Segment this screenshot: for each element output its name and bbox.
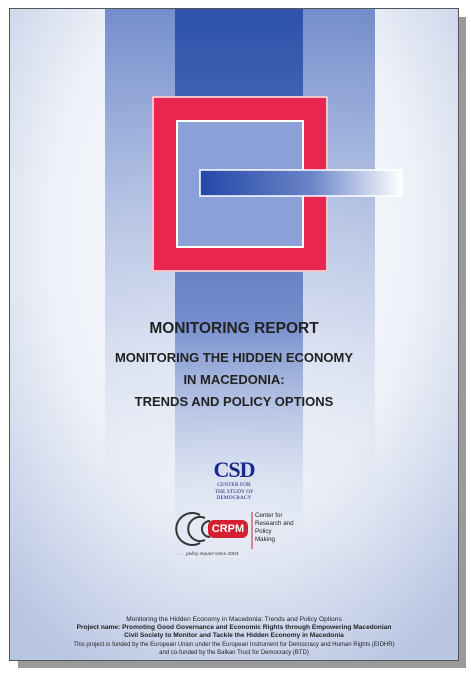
cover-page: MONITORING REPORT MONITORING THE HIDDEN … xyxy=(9,8,459,661)
footer-line: and co-funded by the Balkan Trust for De… xyxy=(159,650,309,656)
footer-line: Monitoring the Hidden Economy in Macedon… xyxy=(126,616,342,623)
crpm-acronym: CRPM xyxy=(211,523,245,535)
csd-acronym: CSD xyxy=(213,457,255,482)
csd-line: DEMOCRACY xyxy=(216,495,252,501)
title-line: MONITORING THE HIDDEN ECONOMY xyxy=(114,350,354,365)
crpm-tagline: . . . policy impact since 2004 xyxy=(178,552,239,557)
title-line: IN MACEDONIA: xyxy=(183,372,285,387)
footer-line: This project is funded by the European U… xyxy=(73,642,395,648)
crpm-line: Policy xyxy=(255,528,272,535)
footer-line: Project name: Promoting Good Governance … xyxy=(76,624,392,631)
crpm-line: Center for xyxy=(255,512,283,519)
title-line: TRENDS AND POLICY OPTIONS xyxy=(134,394,334,409)
csd-line: THE STUDY OF xyxy=(214,488,254,495)
report-type: MONITORING REPORT xyxy=(149,320,319,337)
cover-art xyxy=(10,9,458,660)
crpm-mark xyxy=(175,512,253,549)
crpm-line: Research and xyxy=(255,520,294,527)
crpm-line: Making xyxy=(255,536,275,543)
footer-line: Civil Society to Monitor and Tackle the … xyxy=(124,632,344,639)
csd-line: CENTER FOR xyxy=(217,482,251,488)
